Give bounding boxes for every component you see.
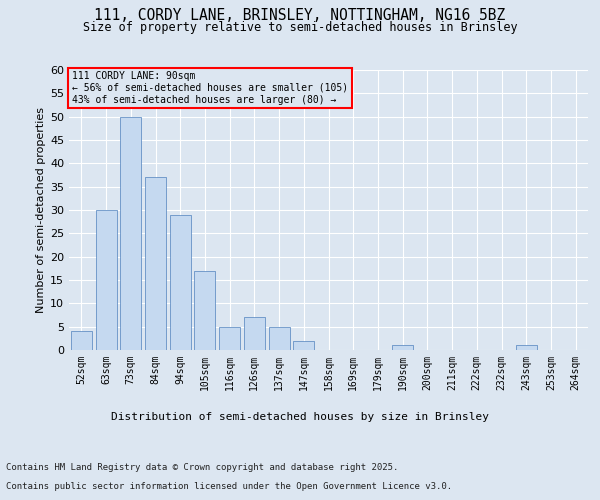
Bar (293, 340, 314, 350)
Bar (145, 178, 166, 350)
Text: Size of property relative to semi-detached houses in Brinsley: Size of property relative to semi-detach… (83, 21, 517, 34)
Text: 111 CORDY LANE: 90sqm
← 56% of semi-detached houses are smaller (105)
43% of sem: 111 CORDY LANE: 90sqm ← 56% of semi-deta… (71, 72, 348, 104)
Bar (95, 210, 116, 350)
Bar (269, 326, 290, 350)
Text: Distribution of semi-detached houses by size in Brinsley: Distribution of semi-detached houses by … (111, 412, 489, 422)
Y-axis label: Number of semi-detached properties: Number of semi-detached properties (36, 107, 46, 313)
Text: Contains HM Land Registry data © Crown copyright and database right 2025.: Contains HM Land Registry data © Crown c… (6, 464, 398, 472)
Bar (170, 214, 191, 350)
Text: Contains public sector information licensed under the Open Government Licence v3: Contains public sector information licen… (6, 482, 452, 491)
Bar (392, 346, 413, 350)
Bar (71, 332, 92, 350)
Bar (244, 318, 265, 350)
Bar (120, 116, 141, 350)
Bar (516, 346, 537, 350)
Text: 111, CORDY LANE, BRINSLEY, NOTTINGHAM, NG16 5BZ: 111, CORDY LANE, BRINSLEY, NOTTINGHAM, N… (94, 8, 506, 22)
Bar (219, 326, 240, 350)
Bar (194, 270, 215, 350)
